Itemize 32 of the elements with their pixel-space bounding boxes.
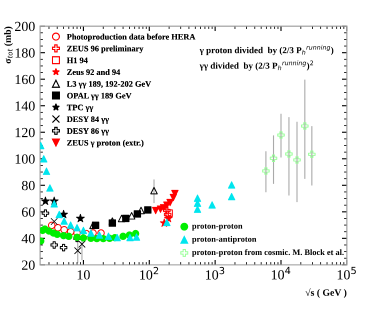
legend-label: proton-proton from cosmic. M. Block et al. [192, 249, 344, 257]
annotation: γγ divided by (2/3 P$_{h}$$^{running}$)$^{2}$ [200, 60, 314, 71]
y-tick-label: 60 [22, 207, 35, 217]
y-tick-label: 160 [16, 74, 35, 84]
legend-label: ZEUS γ proton (extr.) [67, 140, 144, 148]
legend-label: DESY 84 γγ [66, 116, 109, 124]
legend-label: L3 γγ 189, 192-202 GeV [66, 81, 152, 88]
annotation: γ proton divided by (2/3 P$_{h}$$^{running}$) [200, 44, 334, 56]
y-tick-label: 180 [16, 48, 35, 58]
y-tick-label: 120 [16, 128, 35, 138]
y-tick-label: 20 [22, 260, 35, 270]
y-tick-label: 200 [15, 22, 35, 32]
x-tick-label: 10$^{2}$ [140, 266, 158, 280]
legend-label: proton-antiproton [192, 236, 256, 244]
y-tick-label: 140 [16, 101, 35, 111]
x-tick-label: 10 [78, 270, 90, 280]
legend-label: ZEUS 96 preliminary [67, 46, 144, 54]
legend-label: DESY 86 γγ [66, 128, 109, 136]
legend-label: Zeus 92 and 94 [67, 69, 120, 75]
legend-label: H1 94 [66, 58, 88, 64]
y-tick-label: 100 [16, 154, 35, 164]
y-tick-label: 40 [22, 234, 35, 244]
x-axis-title: √s ( GeV ) [305, 288, 346, 298]
x-tick-label: 10$^{3}$ [206, 266, 224, 280]
y-axis-title: σ$_{tot}$ (mb) [4, 26, 13, 64]
legend-label: proton-proton [192, 224, 242, 230]
x-tick-label: 10$^{5}$ [338, 266, 356, 280]
legend-label: OPAL γγ 189 GeV [67, 92, 132, 100]
y-tick-label: 80 [22, 180, 35, 190]
x-tick-label: 10$^{4}$ [272, 266, 290, 280]
legend-label: Photoproduction data before HERA [66, 34, 196, 42]
legend-label: TPC γγ [66, 104, 94, 112]
